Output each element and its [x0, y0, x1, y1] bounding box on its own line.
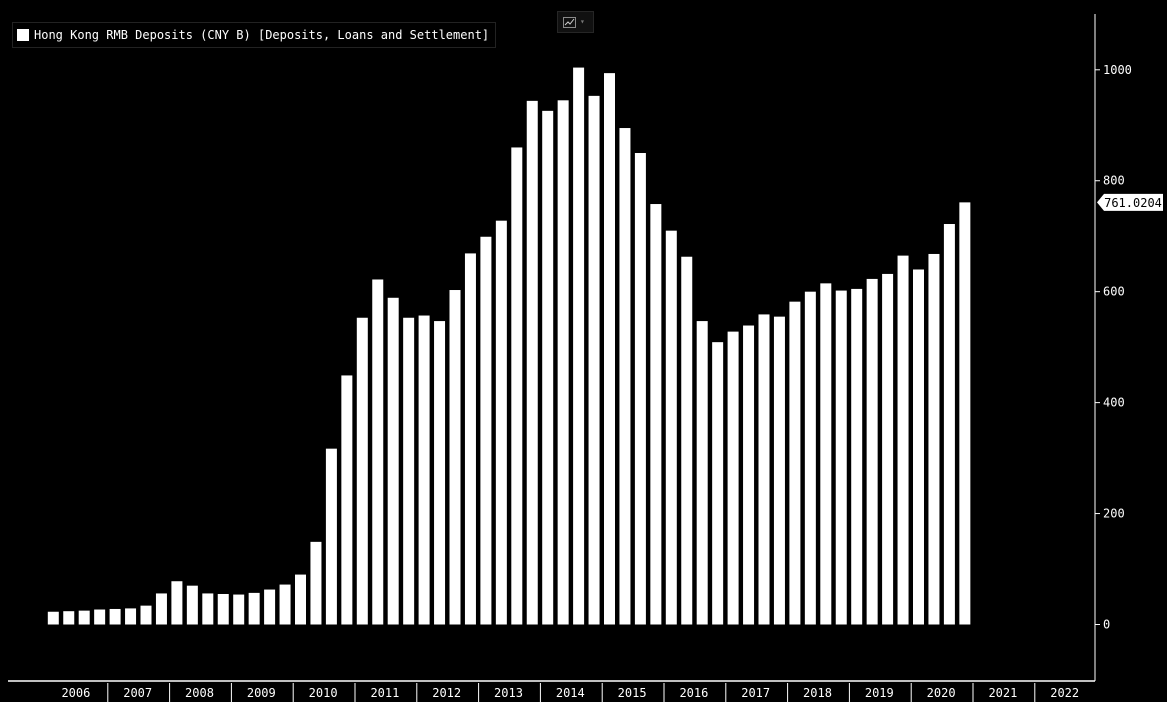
bar [464, 253, 476, 625]
bar [233, 594, 245, 625]
bar [125, 608, 137, 625]
x-axis: 2006 2007 2008 2009 2010 2011 2012 2013 2014 2015… [8, 680, 1095, 702]
bar [155, 593, 167, 625]
x-tick-label: 2017 [741, 686, 770, 700]
bar [248, 592, 260, 625]
x-tick-label: 2015 [618, 686, 647, 700]
bar [959, 202, 971, 625]
x-tick-label: 2008 [185, 686, 214, 700]
y-tick-label: 800 [1103, 174, 1125, 188]
bar [264, 589, 276, 625]
bar [758, 314, 770, 625]
bar [202, 593, 214, 625]
chart-type-button[interactable]: ▾ [557, 11, 594, 33]
chevron-down-icon: ▾ [580, 17, 585, 26]
bar [681, 256, 693, 625]
last-value-badge: 761.0204 [1097, 193, 1163, 211]
x-tick-label: 2011 [370, 686, 399, 700]
x-tick-label: 2010 [309, 686, 338, 700]
last-value-badge-shape [1097, 193, 1163, 211]
bar [480, 236, 492, 625]
bar [372, 279, 384, 625]
y-axis: 0 200 400 600 800 1000 761.0204 [1094, 14, 1163, 681]
bar [78, 610, 90, 625]
bar [341, 375, 353, 625]
bar [217, 593, 229, 625]
bar [94, 609, 106, 625]
bar [310, 541, 322, 625]
bars-layer [47, 67, 971, 625]
bar [573, 67, 585, 625]
x-tick-label: 2012 [432, 686, 461, 700]
bar [820, 283, 832, 625]
bar [604, 73, 615, 625]
x-tick-label: 2016 [679, 686, 708, 700]
y-tick-label: 200 [1103, 507, 1125, 521]
x-tick-label: 2020 [927, 686, 956, 700]
bar [773, 316, 785, 625]
y-tick-label: 600 [1103, 285, 1125, 299]
bar [712, 342, 724, 625]
legend-swatch [17, 29, 29, 41]
bar [665, 230, 677, 625]
bar [449, 290, 461, 625]
bar [727, 331, 739, 625]
y-tick-label: 400 [1103, 396, 1125, 410]
bar [557, 100, 569, 625]
x-tick-label: 2009 [247, 686, 276, 700]
x-tick-label: 2007 [123, 686, 152, 700]
bar [63, 611, 75, 625]
bar [526, 100, 538, 625]
bar [434, 321, 446, 625]
bar [882, 273, 894, 625]
bar [851, 288, 863, 625]
x-tick-label: 2022 [1050, 686, 1079, 700]
bar [634, 153, 646, 625]
bar [495, 220, 507, 625]
bar [387, 297, 399, 625]
x-tick-label: 2018 [803, 686, 832, 700]
bar [835, 290, 847, 625]
bar [588, 95, 600, 625]
bar [140, 605, 152, 625]
bar [403, 317, 415, 625]
bar [804, 291, 816, 625]
y-tick-label: 1000 [1103, 63, 1132, 77]
bar [897, 255, 909, 625]
bar [47, 611, 59, 625]
bar [913, 269, 924, 625]
bar [418, 315, 430, 625]
bar [943, 224, 955, 625]
bar [789, 301, 801, 625]
bar [619, 128, 631, 625]
legend[interactable]: Hong Kong RMB Deposits (CNY B) [Deposits… [12, 22, 497, 48]
y-tick-label: 0 [1103, 618, 1110, 632]
bar [325, 448, 337, 625]
legend-label: Hong Kong RMB Deposits (CNY B) [Deposits… [34, 28, 490, 42]
last-value-label: 761.0204 [1104, 196, 1162, 210]
x-tick-label: 2013 [494, 686, 523, 700]
bar [186, 585, 198, 625]
bar [928, 253, 940, 625]
x-tick-label: 2014 [556, 686, 585, 700]
bar [696, 321, 708, 625]
line-chart-icon [563, 13, 576, 32]
bar [542, 110, 554, 625]
x-tick-label: 2019 [865, 686, 894, 700]
bar [511, 147, 523, 625]
bar [650, 204, 662, 625]
x-tick-label: 2021 [988, 686, 1017, 700]
bar [295, 574, 306, 625]
x-tick-label: 2006 [61, 686, 90, 700]
bar [743, 325, 755, 625]
bar [356, 317, 368, 625]
bar [171, 581, 183, 625]
bar [279, 584, 291, 625]
bar [109, 608, 121, 625]
bar [866, 278, 878, 625]
